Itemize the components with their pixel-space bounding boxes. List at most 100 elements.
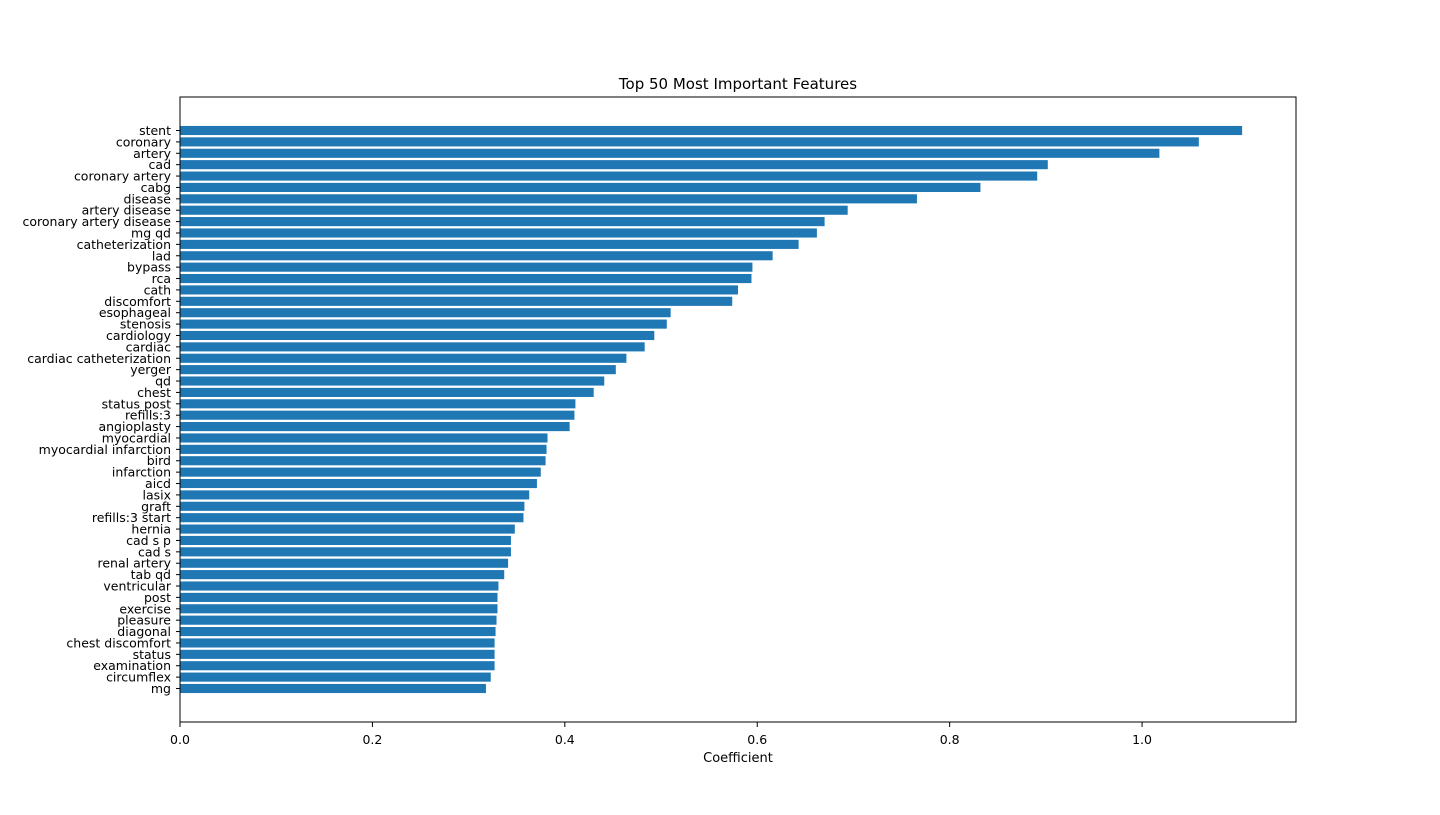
y-tick-label: cad s p [126,533,171,548]
y-tick-label: artery [133,146,172,161]
x-tick-label: 0.6 [747,732,767,747]
bar [180,524,515,534]
y-tick-label: cad s [138,544,171,559]
y-tick-label: myocardial infarction [39,442,171,457]
bar [180,535,511,546]
plot-area-frame [179,96,1297,723]
bar [180,148,1160,158]
y-tick-label: chest [137,385,171,400]
bar [180,410,575,420]
y-tick-label: bypass [127,260,171,275]
y-tick-label: infarction [112,465,171,480]
y-tick-label: graft [141,499,171,514]
y-tick-label: refills:3 [125,408,171,423]
y-tick-label: chest discomfort [66,635,171,650]
bar [180,638,495,648]
x-tick-label: 1.0 [1132,732,1152,747]
bar [180,171,1038,181]
y-tick-label: catheterization [77,237,171,252]
y-tick-label: myocardial [102,430,171,445]
y-tick-label: tab qd [131,567,171,582]
bar [180,182,981,192]
bar [180,137,1199,147]
y-tick-label: esophageal [99,305,171,320]
bar [180,683,486,694]
y-tick-label: angioplasty [98,419,171,434]
bar [180,273,752,284]
y-tick-label: cardiology [106,328,172,343]
bar [180,399,576,409]
bar [180,490,530,500]
y-tick-label: post [144,590,171,605]
y-tick-label: coronary [116,134,172,149]
bar [180,125,1243,136]
y-tick-label: examination [93,658,171,673]
y-tick-label: exercise [119,601,171,616]
x-axis-label: Coefficient [703,751,773,766]
bar [180,558,509,568]
bar [180,342,645,352]
y-tick-label: qd [155,374,171,389]
bar [180,615,497,625]
bar [180,444,547,454]
x-tick-label: 0.8 [940,732,960,747]
y-tick-label: stenosis [120,317,171,332]
x-tick-label: 0.0 [170,732,190,747]
bar [180,285,738,295]
y-tick-label: pleasure [117,613,171,628]
bar [180,376,605,386]
y-tick-label: mg qd [131,225,171,240]
bars-layer [180,125,1243,694]
y-tick-label: coronary artery [74,169,172,184]
bar [180,592,498,602]
y-tick-label: yerger [130,362,172,377]
y-tick-label: renal artery [97,556,171,571]
bar [180,353,627,363]
y-tick-label: stent [139,123,171,138]
y-tick-label: cardiac [126,339,172,354]
bar [180,456,546,466]
bar [180,649,495,659]
x-tick-label: 0.4 [555,732,575,747]
bar [180,319,667,329]
bar [180,478,537,489]
y-tick-label: lasix [142,487,171,502]
y-tick-label: refills:3 start [92,510,171,525]
y-tick-label: cardiac catheterization [27,351,171,366]
bar [180,422,570,432]
bar [180,627,496,637]
bar [180,672,491,682]
bar [180,217,825,227]
bar [180,365,616,375]
y-tick-label: status post [102,396,171,411]
y-tick-label: hernia [131,522,171,537]
y-tick-label: circumflex [106,670,171,685]
bar [180,581,499,591]
y-tick-label: rca [152,271,171,286]
bar [180,160,1048,170]
bar [180,239,799,249]
y-tick-label: bird [147,453,171,468]
y-tick-label: disease [124,191,172,206]
y-tick-label: status [133,647,171,662]
bar [180,308,671,318]
bar [180,604,498,614]
y-tick-label: cad [149,157,171,172]
bar [180,205,848,215]
y-tick-label: discomfort [104,294,171,309]
x-axis-ticks: 0.0 0.2 0.4 0.6 0.8 1.0 [170,722,1152,747]
bar [180,387,594,397]
y-tick-label: coronary artery disease [23,214,172,229]
y-tick-label: diagonal [117,624,171,639]
chart-title: Top 50 Most Important Features [618,75,857,93]
bar [180,330,655,341]
x-tick-label: 0.2 [362,732,382,747]
bar [180,433,548,443]
bar [180,296,733,306]
bar [180,251,773,261]
y-tick-label: aicd [145,476,171,491]
bar [180,262,753,272]
